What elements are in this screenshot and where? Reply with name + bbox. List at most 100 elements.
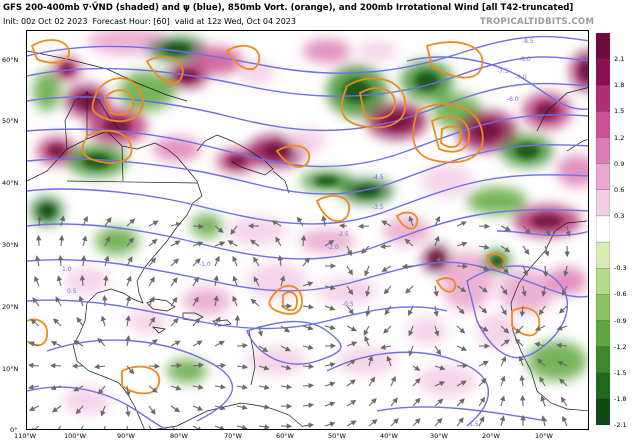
divergence-blob bbox=[317, 277, 377, 305]
lat-label-0: 0° bbox=[10, 426, 18, 434]
wind-arrow bbox=[478, 378, 487, 387]
wind-arrow bbox=[478, 325, 489, 332]
wind-arrow bbox=[521, 285, 527, 297]
divergence-blob bbox=[167, 359, 207, 383]
wind-arrow bbox=[214, 255, 220, 267]
colorbar-tick-label: 0.9 bbox=[614, 159, 625, 168]
wind-arrow bbox=[36, 214, 43, 227]
wind-arrow bbox=[27, 362, 40, 369]
wind-arrow bbox=[500, 285, 508, 295]
wind-arrow bbox=[275, 236, 282, 247]
wind-arrow bbox=[302, 382, 315, 389]
wind-arrow bbox=[100, 315, 107, 327]
wind-arrow bbox=[558, 305, 568, 314]
wind-arrow bbox=[126, 218, 136, 227]
wind-arrow bbox=[250, 298, 260, 307]
streamfunction-line bbox=[246, 320, 342, 365]
wind-arrow bbox=[214, 241, 226, 247]
colorbar-tick-label: 0.6 bbox=[614, 185, 625, 194]
divergence-blob bbox=[191, 214, 223, 238]
wind-arrow bbox=[80, 255, 87, 267]
streamfunction-line bbox=[27, 82, 588, 132]
wind-arrow bbox=[125, 335, 131, 347]
wind-arrow bbox=[368, 376, 376, 387]
wind-arrow bbox=[412, 365, 421, 371]
divergence-blob-core bbox=[39, 204, 55, 218]
wind-arrow bbox=[101, 294, 108, 307]
colorbar-tick-label: -0.9 bbox=[614, 316, 627, 325]
wind-arrow bbox=[364, 265, 370, 277]
colorbar-tick-label: -1.5 bbox=[614, 368, 627, 377]
wind-arrow bbox=[148, 296, 155, 307]
wind-arrow bbox=[434, 216, 440, 227]
wind-arrow bbox=[32, 297, 40, 307]
wind-arrow bbox=[53, 425, 62, 429]
wind-arrow bbox=[499, 395, 506, 407]
wind-arrow bbox=[192, 405, 204, 411]
wind-arrow bbox=[478, 223, 491, 230]
divergence-blob bbox=[87, 31, 167, 55]
vorticity-line bbox=[268, 284, 303, 315]
vorticity-line bbox=[121, 365, 160, 395]
vorticity-line bbox=[27, 318, 49, 347]
wind-arrow bbox=[192, 340, 203, 347]
wind-arrow bbox=[257, 325, 264, 337]
contour-label: -7.5 bbox=[497, 68, 509, 75]
wind-arrow bbox=[324, 421, 336, 427]
wind-arrow bbox=[148, 405, 156, 415]
wind-arrow bbox=[364, 335, 370, 347]
map-panel: -8.5 -8.0 -7.0 -7.5 -6.0 -5.0 -4.5 -3.5 -2.5 -2.0… bbox=[26, 30, 589, 430]
streamfunction-line bbox=[27, 259, 588, 298]
wind-arrow bbox=[125, 315, 131, 327]
wind-arrow bbox=[456, 285, 467, 293]
vorticity-line bbox=[282, 291, 298, 312]
wind-arrow bbox=[384, 305, 392, 316]
lon-label-10w: 10°W bbox=[535, 432, 553, 440]
divergence-blob bbox=[407, 317, 447, 345]
wind-arrow bbox=[478, 285, 488, 293]
wind-arrow bbox=[346, 420, 357, 427]
vorticity-line bbox=[340, 77, 407, 129]
wind-arrow bbox=[456, 417, 464, 427]
wind-arrow bbox=[478, 305, 488, 314]
wind-arrow bbox=[346, 245, 352, 257]
wind-arrow bbox=[456, 362, 469, 369]
divergence-blob bbox=[95, 227, 139, 255]
contour-label: -1.0 bbox=[199, 261, 211, 268]
wind-arrow bbox=[390, 418, 399, 427]
wind-arrow bbox=[478, 416, 485, 427]
wind-arrow bbox=[412, 418, 421, 427]
wind-arrow bbox=[28, 384, 40, 390]
divergence-blob bbox=[303, 39, 351, 63]
wind-arrow bbox=[170, 385, 182, 391]
wind-arrow bbox=[361, 245, 370, 254]
divergence-blob bbox=[357, 41, 397, 61]
wind-arrow bbox=[30, 319, 40, 327]
colorbar-tick-label: 1.8 bbox=[614, 81, 625, 90]
irrotational-wind-arrows bbox=[27, 214, 571, 429]
contour-label: -0.5 bbox=[342, 301, 354, 308]
wind-arrow bbox=[383, 285, 392, 295]
contour-label: -8.5 bbox=[522, 38, 534, 45]
wind-arrow bbox=[380, 344, 392, 350]
colorbar-swatch bbox=[596, 398, 610, 425]
wind-arrow bbox=[302, 304, 314, 310]
wind-arrow bbox=[433, 285, 439, 297]
divergence-blob bbox=[557, 155, 588, 187]
wind-arrow bbox=[522, 245, 530, 255]
wind-arrow bbox=[236, 384, 248, 390]
wind-arrow bbox=[53, 318, 62, 327]
wind-arrow bbox=[386, 355, 392, 367]
lat-label-60n: 60°N bbox=[2, 56, 19, 64]
wind-arrow bbox=[213, 295, 219, 307]
valid-time: valid at 12z Wed, Oct 04 2023 bbox=[174, 17, 296, 26]
wind-arrow bbox=[214, 404, 226, 411]
wind-arrow bbox=[478, 360, 489, 367]
divergence-blob bbox=[247, 347, 307, 375]
divergence-blob bbox=[499, 269, 555, 313]
wind-arrow bbox=[324, 284, 336, 291]
wind-arrow bbox=[192, 223, 205, 230]
wind-arrow bbox=[82, 215, 88, 227]
vorticity-line bbox=[30, 39, 70, 64]
lat-label-30n: 30°N bbox=[2, 241, 19, 249]
